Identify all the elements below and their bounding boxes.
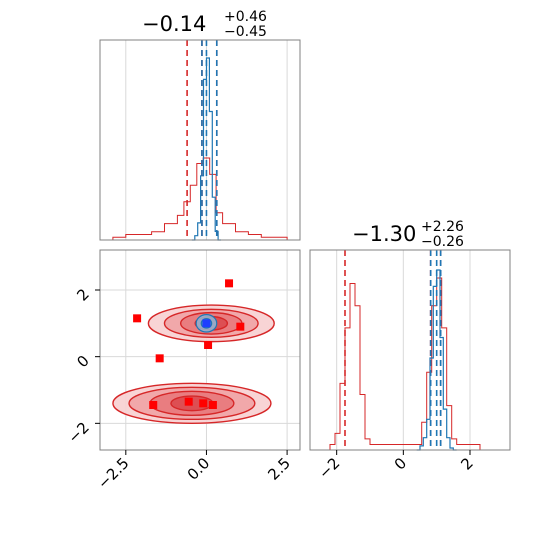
secondary-point-6: [204, 341, 213, 349]
right-panel-histograms: [329, 269, 500, 451]
joint-y-tick-label-1: 0: [73, 352, 92, 371]
right-panel-title: −1.30: [352, 222, 416, 246]
right-panel-frame: [309, 249, 511, 451]
top-panel-quantile-lines: [186, 40, 218, 240]
joint-y-tick-label-2: 2: [73, 285, 92, 304]
top-panel-histograms: [100, 57, 300, 241]
top-panel-frame: [99, 39, 301, 241]
joint-panel-points: [133, 279, 245, 409]
right-marginal-panel: −1.30 +2.26 −0.26 −2 0 2: [309, 219, 511, 482]
joint-x-tick-label-2: 2.5: [264, 454, 294, 484]
joint-x-tick-label-0: −2.5: [94, 454, 132, 492]
top-primary-histogram: [191, 57, 221, 241]
right-secondary-histogram: [329, 277, 500, 451]
right-panel-quantile-lines: [344, 250, 442, 450]
joint-panel-frame: [99, 249, 301, 451]
secondary-point-1: [155, 354, 164, 363]
primary-point-0: [202, 319, 211, 328]
right-panel-title-sup: +2.26: [421, 219, 464, 235]
right-x-tick-label-0: −2: [315, 454, 343, 482]
secondary-point-4: [199, 399, 208, 408]
secondary-point-7: [225, 279, 234, 288]
secondary-point-3: [184, 397, 193, 406]
right-x-tick-label-1: 0: [391, 454, 410, 473]
top-marginal-panel: −0.14 +0.46 −0.45: [99, 9, 301, 241]
right-panel-title-value: −1.30: [352, 222, 416, 246]
joint-panel: −2.5 0.0 2.5 −2 0 2: [64, 249, 301, 493]
secondary-point-8: [236, 322, 245, 331]
joint-y-tick-label-0: −2: [64, 418, 92, 446]
top-panel-title-sup: +0.46: [224, 9, 267, 25]
right-panel-grid: [336, 250, 471, 450]
joint-y-ticks: −2 0 2: [64, 285, 100, 447]
top-secondary-histogram: [100, 157, 300, 241]
right-x-tick-label-2: 2: [457, 454, 476, 473]
joint-x-ticks: −2.5 0.0 2.5: [94, 450, 294, 493]
secondary-point-2: [149, 401, 158, 409]
secondary-point-5: [208, 401, 217, 409]
right-panel-title-sub: −0.26: [421, 234, 464, 250]
secondary-point-0: [133, 314, 142, 323]
joint-x-tick-label-1: 0.0: [184, 454, 214, 484]
right-primary-histogram: [416, 269, 457, 451]
top-panel-title-value: −0.14: [142, 12, 206, 36]
top-panel-title-sub: −0.45: [224, 24, 267, 40]
top-panel-title: −0.14: [142, 12, 206, 36]
right-x-ticks: −2 0 2: [315, 450, 477, 482]
joint-panel-contours: [112, 304, 275, 425]
